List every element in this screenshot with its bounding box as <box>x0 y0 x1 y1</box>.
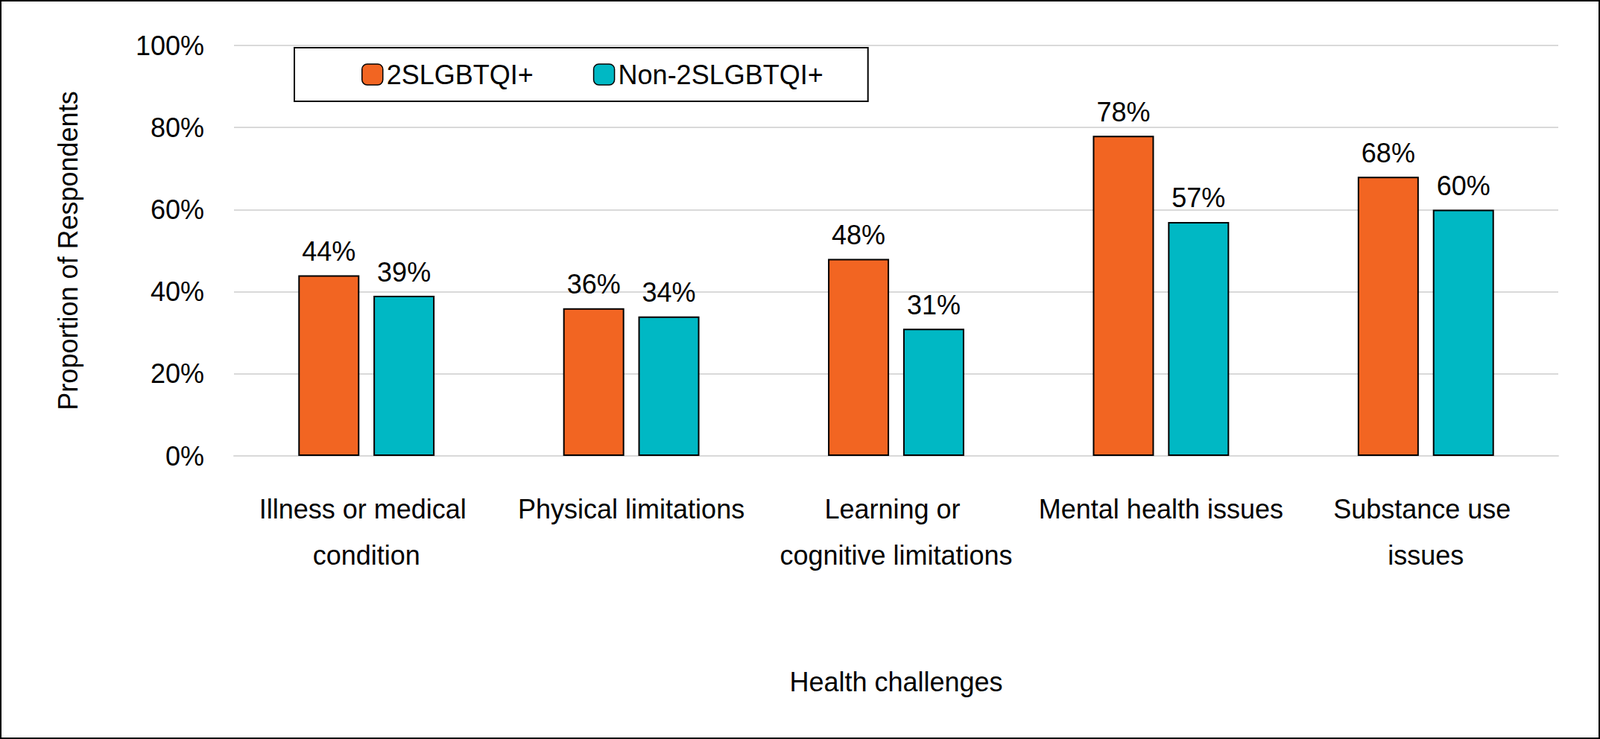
svg-text:cognitive limitations: cognitive limitations <box>779 540 1013 571</box>
svg-text:36%: 36% <box>567 269 621 300</box>
svg-text:Mental health issues: Mental health issues <box>1038 494 1284 525</box>
svg-text:Proportion of Respondents: Proportion of Respondents <box>52 90 84 410</box>
svg-text:78%: 78% <box>1096 96 1150 128</box>
svg-text:0%: 0% <box>165 441 205 472</box>
svg-text:2SLGBTQI+: 2SLGBTQI+ <box>386 59 534 91</box>
svg-text:40%: 40% <box>150 276 205 308</box>
svg-text:31%: 31% <box>906 289 961 321</box>
svg-text:68%: 68% <box>1361 137 1416 169</box>
svg-text:Substance use: Substance use <box>1333 494 1519 525</box>
svg-text:44%: 44% <box>301 236 356 267</box>
svg-text:100%: 100% <box>135 30 205 62</box>
svg-text:60%: 60% <box>150 194 205 226</box>
svg-text:80%: 80% <box>150 112 205 144</box>
svg-text:Physical limitations: Physical limitations <box>517 494 745 525</box>
svg-text:57%: 57% <box>1171 182 1226 214</box>
svg-text:34%: 34% <box>641 277 696 308</box>
svg-text:condition: condition <box>312 540 421 571</box>
svg-text:60%: 60% <box>1436 170 1491 202</box>
svg-text:Illness or medical: Illness or medical <box>259 494 474 525</box>
svg-text:39%: 39% <box>377 257 431 288</box>
svg-text:20%: 20% <box>150 358 205 390</box>
svg-text:Learning or: Learning or <box>824 494 968 525</box>
svg-text:48%: 48% <box>831 219 886 251</box>
svg-text:issues: issues <box>1387 540 1464 571</box>
svg-text:Non-2SLGBTQI+: Non-2SLGBTQI+ <box>618 59 824 91</box>
svg-text:Health challenges: Health challenges <box>789 666 1003 698</box>
